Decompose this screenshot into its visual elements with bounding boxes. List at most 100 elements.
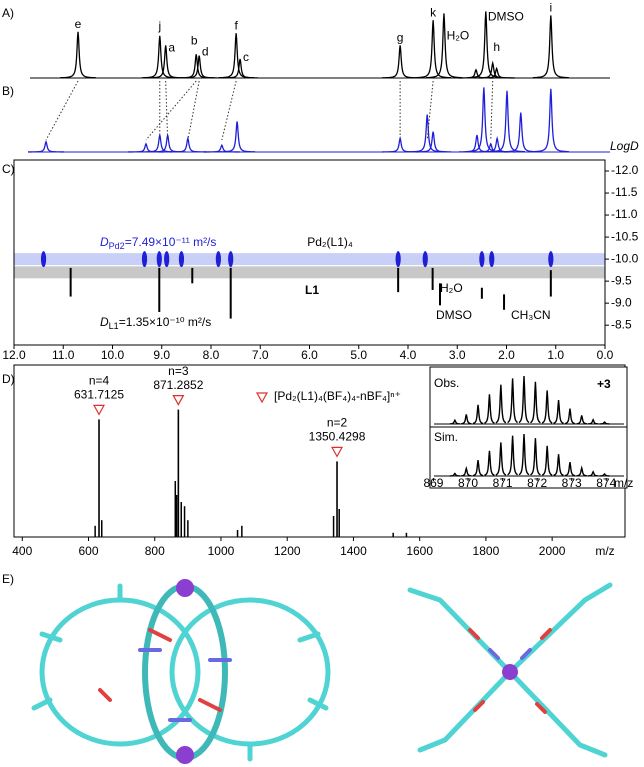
band — [14, 266, 605, 278]
solvent-label: DMSO — [436, 308, 472, 322]
diffusion-coefficient: DPd2=7.49×10⁻¹¹ m²/s — [100, 235, 216, 251]
peak-label: g — [397, 31, 404, 45]
peak-n-label: n=4 — [89, 374, 110, 388]
peak-label: i — [549, 1, 552, 15]
macrocycle — [145, 586, 225, 758]
value: =1.35×10⁻¹⁰ m²/s — [119, 315, 212, 329]
x-tick-label: 0.0 — [597, 348, 614, 362]
y-tick-label: -10.5 — [611, 229, 639, 243]
legend-label: [Pd₂(L1)₄(BF₄)₄-nBF₄]ⁿ⁺ — [274, 389, 401, 403]
peak-mz-label: 631.7125 — [74, 388, 124, 402]
peak-label: a — [168, 41, 175, 55]
correlation-link — [146, 81, 196, 140]
peak — [148, 45, 184, 77]
y-tick-label: -11.5 — [611, 185, 638, 199]
charge-label: +3 — [597, 377, 611, 391]
value: =7.49×10⁻¹¹ m²/s — [125, 235, 217, 249]
peak — [415, 132, 451, 152]
x-tick-label: 11.0 — [52, 348, 75, 362]
molecular-structures — [34, 579, 610, 764]
subscript: Pd2 — [109, 241, 125, 251]
x-tick-label: 872 — [527, 476, 547, 490]
peak — [28, 142, 64, 152]
series-label: Sim. — [434, 430, 458, 444]
y-tick-label: -11.0 — [611, 207, 638, 221]
diffusion-signal — [228, 251, 233, 267]
panel-label: D) — [2, 372, 15, 386]
peak-label: d — [202, 45, 209, 59]
peak-label: e — [75, 17, 82, 31]
correlation-link — [46, 81, 78, 140]
figure: A)B)C)D)E)ejabdfcgkH₂ODMSOhiLogD-12.0-11… — [0, 0, 644, 767]
y-tick-label: -10.0 — [611, 251, 639, 265]
series-label: L1 — [305, 283, 319, 297]
diffusion-signal — [396, 251, 401, 267]
solvent-label: H₂O — [440, 281, 463, 295]
peak — [382, 45, 418, 77]
peak-label: h — [493, 40, 500, 54]
x-tick-label: 1000 — [208, 544, 235, 558]
x-tick-label: 800 — [145, 544, 165, 558]
x-tick-label: 12.0 — [2, 348, 26, 362]
x-tick-label: 1400 — [340, 544, 367, 558]
nitrogen-bond — [490, 650, 530, 658]
peak-label: H₂O — [447, 29, 470, 43]
diffusion-signal — [489, 251, 494, 267]
panel-label: E) — [2, 572, 14, 586]
peak-n-label: n=3 — [168, 364, 189, 378]
peak-marker — [94, 405, 104, 414]
peak — [409, 115, 445, 152]
x-tick-label: 1600 — [406, 544, 433, 558]
symbol: D — [100, 315, 109, 329]
subscript: L1 — [109, 321, 119, 331]
diffusion-signal — [423, 251, 428, 267]
solvent-label: CH₃CN — [511, 308, 551, 322]
symbol: D — [100, 235, 109, 249]
pd-atom — [176, 746, 194, 764]
peak-mz-label: 1350.4298 — [309, 430, 366, 444]
x-tick-label: 870 — [458, 476, 478, 490]
peak-label: c — [243, 50, 249, 64]
macrocycle — [42, 600, 198, 744]
diffusion-signal — [142, 251, 147, 267]
diffusion-signal — [479, 251, 484, 267]
series-label: Obs. — [434, 376, 459, 390]
x-tick-label: 871 — [493, 476, 513, 490]
panel-label: B) — [2, 84, 14, 98]
panel-label: C) — [2, 162, 15, 176]
x-tick-label: 5.0 — [350, 348, 367, 362]
oxygen-bond — [100, 630, 220, 710]
x-axis-label: m/z — [595, 544, 614, 558]
peak-label: DMSO — [488, 10, 524, 24]
peak-label: f — [234, 18, 238, 32]
correlation-link — [222, 81, 236, 140]
x-tick-label: 10.0 — [101, 348, 125, 362]
peak-marker — [173, 396, 183, 405]
band — [14, 253, 605, 265]
peak — [170, 138, 206, 152]
peak-label: b — [191, 33, 198, 47]
diffusion-signal — [548, 251, 553, 267]
x-tick-label: 873 — [562, 476, 582, 490]
peak-marker — [332, 447, 342, 456]
peak — [222, 59, 258, 78]
diffusion-signal — [41, 251, 46, 267]
peak — [219, 121, 255, 151]
peak-label: j — [157, 19, 161, 33]
x-tick-label: 2.0 — [498, 348, 515, 362]
series-label: Pd₂(L1)₄ — [307, 235, 353, 249]
x-tick-label: 8.0 — [203, 348, 220, 362]
x-tick-label: 2000 — [539, 544, 566, 558]
x-tick-label: 1.0 — [547, 348, 564, 362]
peak — [533, 15, 569, 77]
x-tick-label: 3.0 — [449, 348, 466, 362]
correlation-link — [188, 81, 199, 140]
pd-atom — [176, 579, 194, 597]
diffusion-signal — [179, 251, 184, 267]
diffusion-signal — [164, 251, 169, 267]
x-tick-label: 600 — [78, 544, 98, 558]
x-axis-label: m/z — [614, 476, 633, 490]
peak-n-label: n=2 — [327, 416, 348, 430]
peak-label: k — [430, 5, 437, 19]
legend-marker — [257, 393, 267, 402]
